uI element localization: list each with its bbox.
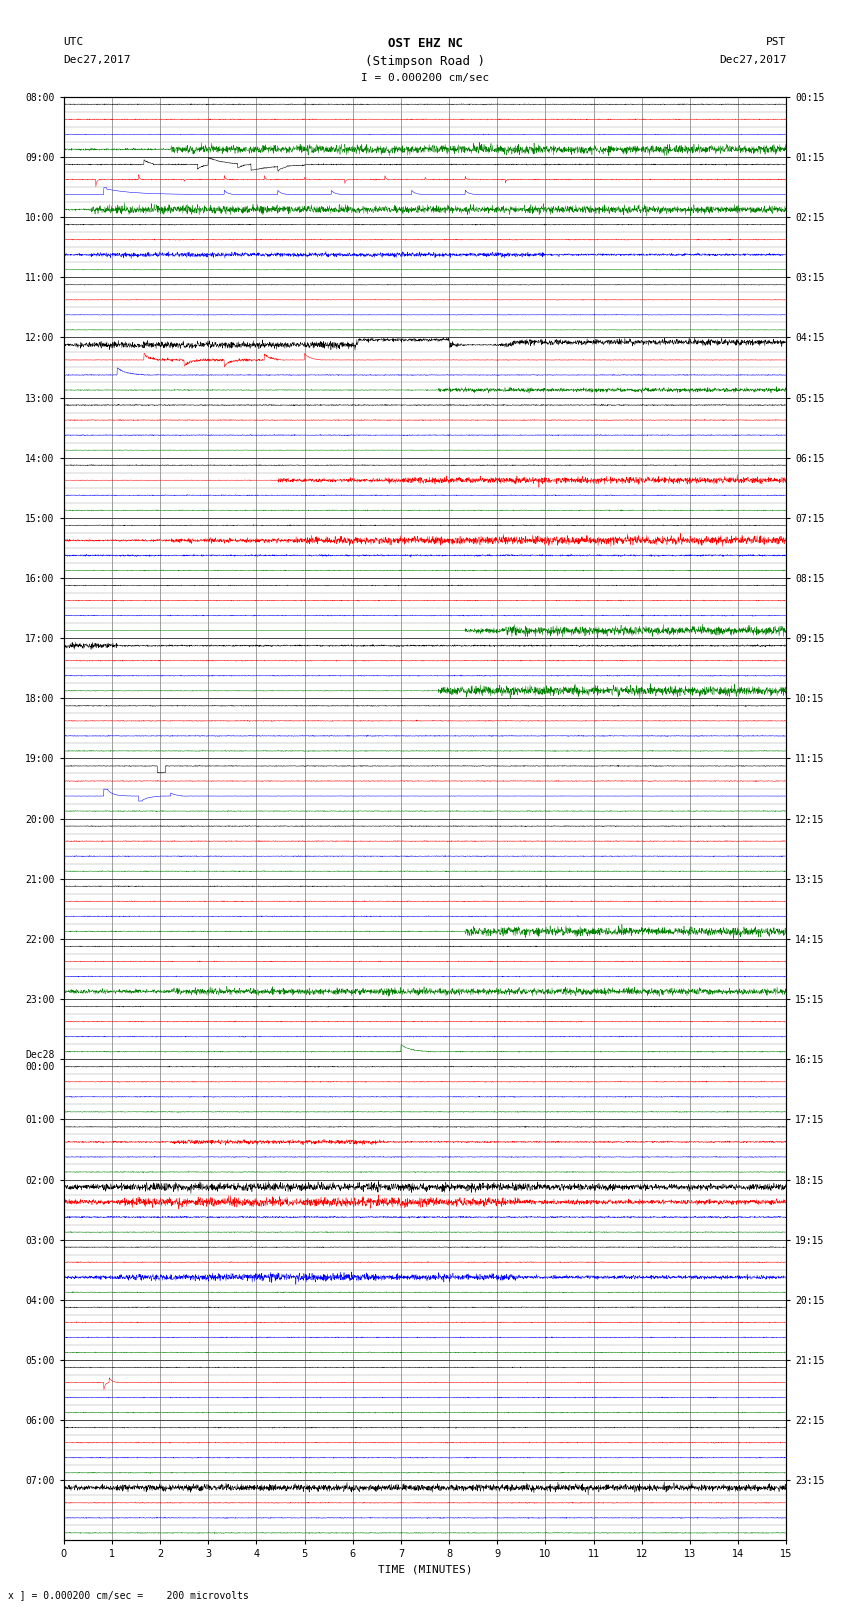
Text: I = 0.000200 cm/sec: I = 0.000200 cm/sec (361, 73, 489, 82)
Text: UTC: UTC (64, 37, 84, 47)
X-axis label: TIME (MINUTES): TIME (MINUTES) (377, 1565, 473, 1574)
Text: Dec27,2017: Dec27,2017 (64, 55, 131, 65)
Text: OST EHZ NC: OST EHZ NC (388, 37, 462, 50)
Text: Dec27,2017: Dec27,2017 (719, 55, 786, 65)
Text: PST: PST (766, 37, 786, 47)
Text: (Stimpson Road ): (Stimpson Road ) (365, 55, 485, 68)
Text: x ] = 0.000200 cm/sec =    200 microvolts: x ] = 0.000200 cm/sec = 200 microvolts (8, 1590, 249, 1600)
